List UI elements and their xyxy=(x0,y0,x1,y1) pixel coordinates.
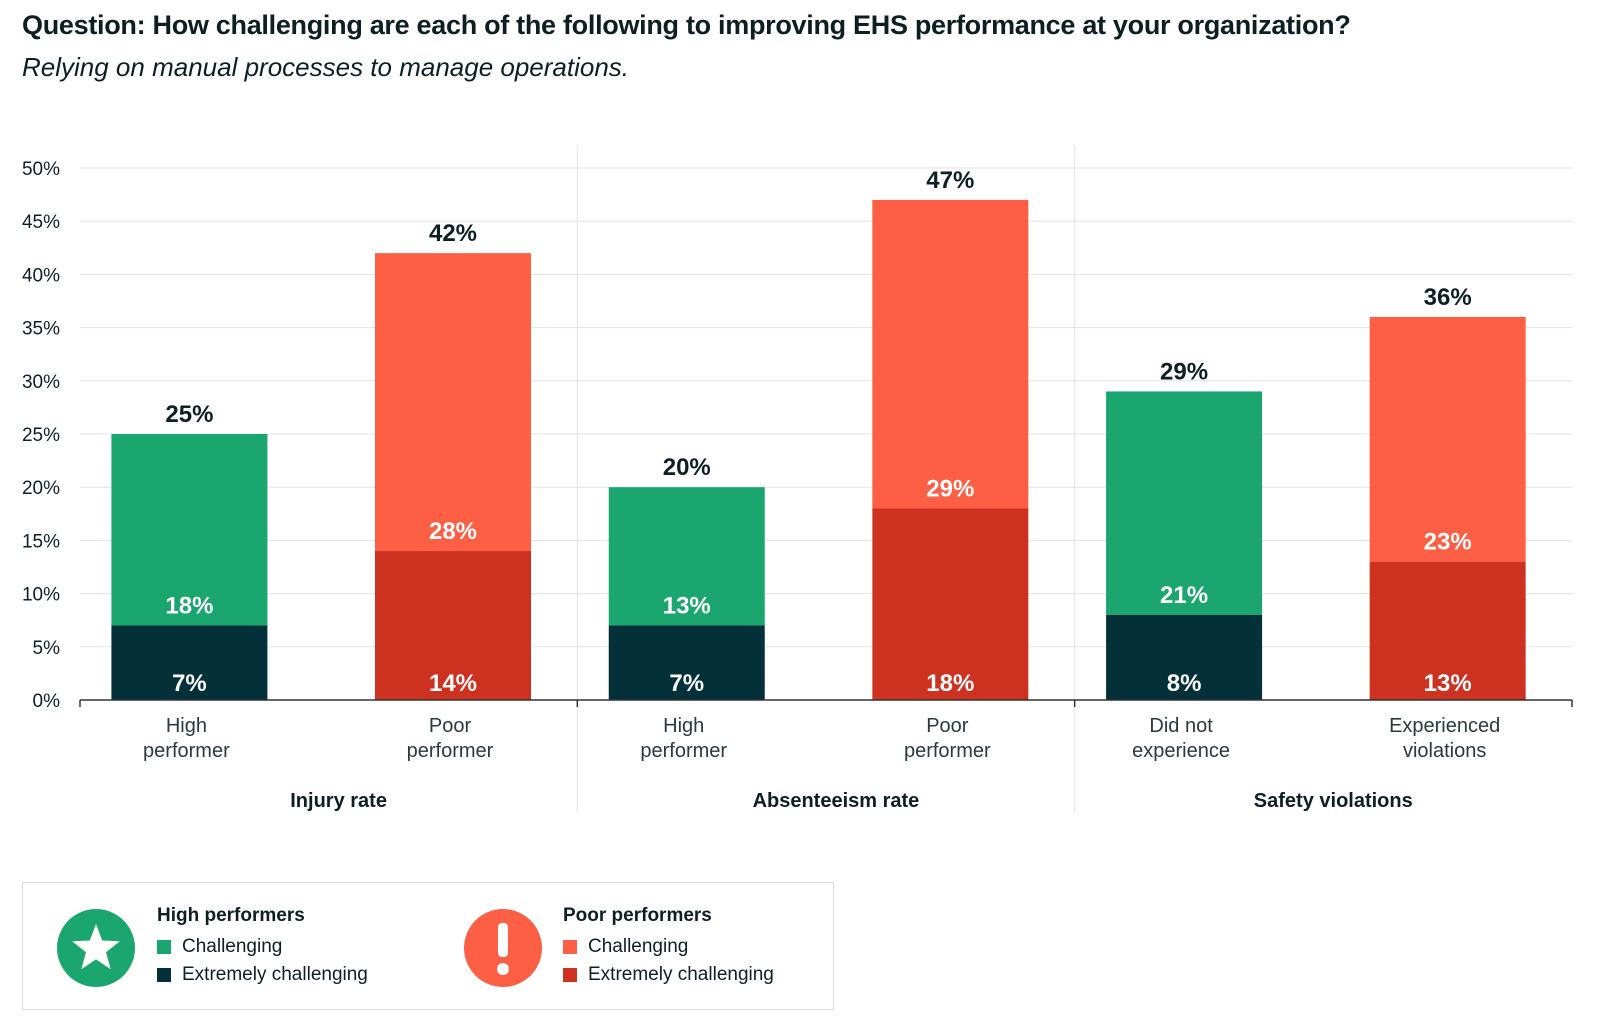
category-label: High xyxy=(663,715,704,737)
extreme-label: 7% xyxy=(172,670,207,697)
group-label: Safety violations xyxy=(1254,790,1413,812)
total-label: 42% xyxy=(429,220,477,247)
y-tick-label: 50% xyxy=(22,159,60,180)
category-label: performer xyxy=(407,740,494,762)
swatch-poor-challenging xyxy=(563,940,577,954)
total-label: 20% xyxy=(663,454,711,481)
extreme-label: 7% xyxy=(669,670,704,697)
bar-segment-extremely-challenging xyxy=(111,625,268,700)
legend-item-poor-challenging: Challenging xyxy=(563,933,774,961)
category-label: Poor xyxy=(926,715,969,737)
bar-segment-challenging xyxy=(375,253,531,552)
legend-item-high-challenging: Challenging xyxy=(157,933,368,961)
y-tick-label: 25% xyxy=(22,425,60,446)
extreme-label: 18% xyxy=(926,670,974,697)
challenging-label: 23% xyxy=(1424,529,1472,556)
legend-group-poor-performers: Poor performers Challenging Extremely ch… xyxy=(563,905,774,989)
legend-title-high: High performers xyxy=(157,905,305,926)
category-label: violations xyxy=(1403,740,1486,762)
category-label: performer xyxy=(904,740,991,762)
bar-segment-challenging xyxy=(608,487,765,626)
category-label: Poor xyxy=(429,715,472,737)
y-tick-label: 35% xyxy=(22,319,60,340)
legend-item-poor-extreme: Extremely challenging xyxy=(563,961,774,989)
category-label: High xyxy=(166,715,207,737)
star-icon xyxy=(57,909,135,987)
total-label: 47% xyxy=(926,167,974,194)
legend-group-high-performers: High performers Challenging Extremely ch… xyxy=(157,905,368,989)
y-tick-label: 40% xyxy=(22,265,60,286)
exclamation-icon xyxy=(464,909,542,987)
swatch-high-extreme xyxy=(157,968,171,982)
legend: High performers Challenging Extremely ch… xyxy=(22,882,834,1010)
bar-segment-challenging xyxy=(1106,391,1263,615)
bar-segment-extremely-challenging xyxy=(1369,561,1526,700)
chart-subtitle: Relying on manual processes to manage op… xyxy=(22,52,630,82)
legend-label: Extremely challenging xyxy=(182,964,368,985)
y-tick-label: 45% xyxy=(22,212,60,233)
legend-label: Challenging xyxy=(182,936,283,957)
bar-segment-challenging xyxy=(111,434,268,626)
chart-title: Question: How challenging are each of th… xyxy=(22,10,1351,40)
y-tick-label: 5% xyxy=(33,638,61,659)
bar-segment-extremely-challenging xyxy=(608,625,765,700)
stacked-bar-chart: 0% 5% 10% 15% 20% 25% 30% 35% 40% 45% 50% 25% 18% 7% H… xyxy=(22,146,1573,812)
legend-title-poor: Poor performers xyxy=(563,905,712,926)
category-label: experience xyxy=(1132,740,1230,762)
category-label: performer xyxy=(143,740,230,762)
y-tick-label: 0% xyxy=(33,691,61,712)
category-label: Did not xyxy=(1149,715,1213,737)
bar-segment-extremely-challenging xyxy=(872,508,1029,700)
bar-segment-challenging xyxy=(872,199,1029,509)
total-label: 25% xyxy=(165,401,213,428)
total-label: 29% xyxy=(1160,358,1208,385)
category-label: performer xyxy=(640,740,727,762)
group-label: Absenteeism rate xyxy=(753,790,920,812)
challenging-label: 29% xyxy=(926,475,974,502)
y-tick-label: 30% xyxy=(22,372,60,393)
legend-item-high-extreme: Extremely challenging xyxy=(157,961,368,989)
bar-segment-extremely-challenging xyxy=(1106,614,1263,700)
extreme-label: 13% xyxy=(1424,670,1472,697)
swatch-poor-extreme xyxy=(563,968,577,982)
group-label: Injury rate xyxy=(290,790,387,812)
swatch-high-challenging xyxy=(157,940,171,954)
y-tick-label: 10% xyxy=(22,585,60,606)
y-tick-label: 20% xyxy=(22,478,60,499)
total-label: 36% xyxy=(1424,284,1472,311)
category-label: Experienced xyxy=(1389,715,1500,737)
challenging-label: 28% xyxy=(429,518,477,545)
extreme-label: 14% xyxy=(429,670,477,697)
extreme-label: 8% xyxy=(1167,670,1202,697)
bar-segment-challenging xyxy=(1369,316,1526,562)
y-tick-label: 15% xyxy=(22,531,60,552)
challenging-label: 18% xyxy=(165,593,213,620)
challenging-label: 21% xyxy=(1160,582,1208,609)
bar-segment-extremely-challenging xyxy=(375,551,531,700)
legend-label: Extremely challenging xyxy=(588,964,774,985)
challenging-label: 13% xyxy=(663,593,711,620)
legend-label: Challenging xyxy=(588,936,689,957)
